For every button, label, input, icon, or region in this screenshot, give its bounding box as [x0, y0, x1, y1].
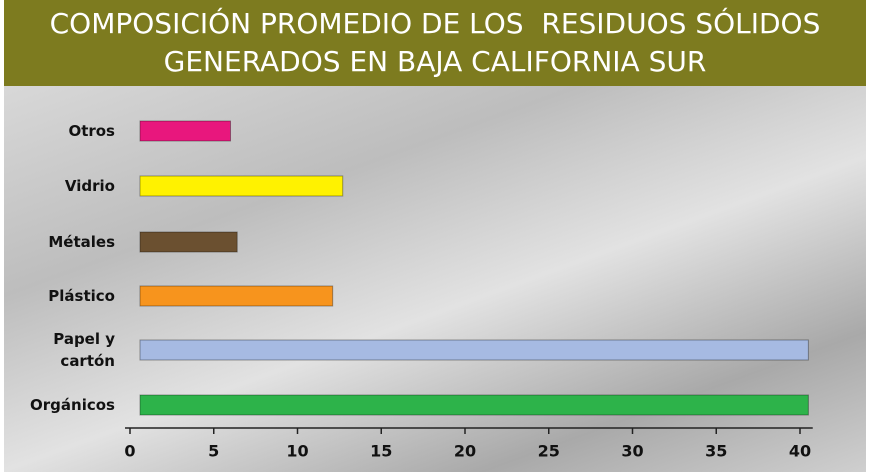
x-tick-label: 30 — [621, 442, 643, 461]
bar — [139, 120, 231, 142]
category-label: Otros — [68, 122, 115, 140]
category-label: Orgánicos — [30, 396, 115, 414]
category-label: Vidrio — [64, 177, 115, 195]
x-tick-label: 5 — [208, 442, 219, 461]
category-label: Plástico — [48, 287, 115, 305]
title-banner: COMPOSICIÓN PROMEDIO DE LOS RESIDUOS SÓL… — [4, 0, 866, 86]
title-line: GENERADOS EN BAJA CALIFORNIA SUR — [163, 45, 707, 78]
x-tick-label: 40 — [789, 442, 811, 461]
title-line: COMPOSICIÓN PROMEDIO DE LOS RESIDUOS SÓL… — [49, 7, 821, 40]
x-tick-label: 35 — [705, 442, 727, 461]
x-tick-label: 15 — [370, 442, 392, 461]
x-tick-label: 0 — [124, 442, 135, 461]
bar — [139, 285, 334, 307]
category-label: Papel y cartón — [53, 330, 115, 370]
bar — [139, 231, 238, 253]
bar — [139, 394, 809, 416]
bar — [139, 339, 809, 361]
category-label: Métales — [48, 233, 115, 251]
bar — [139, 175, 344, 197]
x-tick-label: 10 — [286, 442, 308, 461]
x-tick-label: 20 — [454, 442, 476, 461]
x-tick-label: 25 — [538, 442, 560, 461]
